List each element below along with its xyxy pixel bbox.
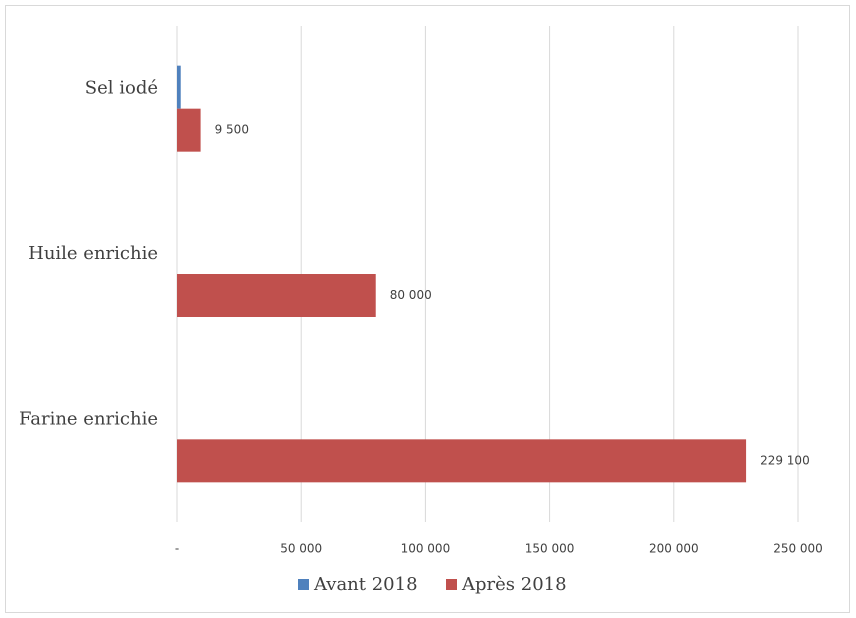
legend: Avant 2018 Après 2018 <box>298 574 567 595</box>
legend-swatch <box>298 579 309 590</box>
bar <box>177 274 376 317</box>
x-axis-tick-labels: - 50 000 100 000 150 000 200 000 250 000 <box>175 542 823 556</box>
bar <box>177 65 181 109</box>
data-labels: 9 500 80 000 229 100 <box>215 123 810 468</box>
bars <box>177 65 747 483</box>
x-tick-label: - <box>175 542 179 556</box>
chart-frame <box>5 5 850 613</box>
bar <box>177 439 747 483</box>
legend-swatch <box>446 579 457 590</box>
x-tick-label: 50 000 <box>280 542 322 556</box>
x-tick-label: 200 000 <box>649 542 699 556</box>
category-label: Huile enrichie <box>28 243 158 264</box>
bar <box>177 108 201 152</box>
legend-label: Après 2018 <box>461 574 567 595</box>
x-tick-label: 150 000 <box>525 542 575 556</box>
data-label: 229 100 <box>760 453 810 467</box>
category-label: Farine enrichie <box>19 408 158 429</box>
data-label: 9 500 <box>215 123 249 137</box>
x-tick-label: 250 000 <box>773 542 823 556</box>
category-label: Sel iodé <box>85 78 158 99</box>
legend-label: Avant 2018 <box>313 574 418 595</box>
category-labels: Sel iodé Huile enrichie Farine enrichie <box>19 78 158 430</box>
data-label: 80 000 <box>390 288 432 302</box>
x-tick-label: 100 000 <box>401 542 451 556</box>
